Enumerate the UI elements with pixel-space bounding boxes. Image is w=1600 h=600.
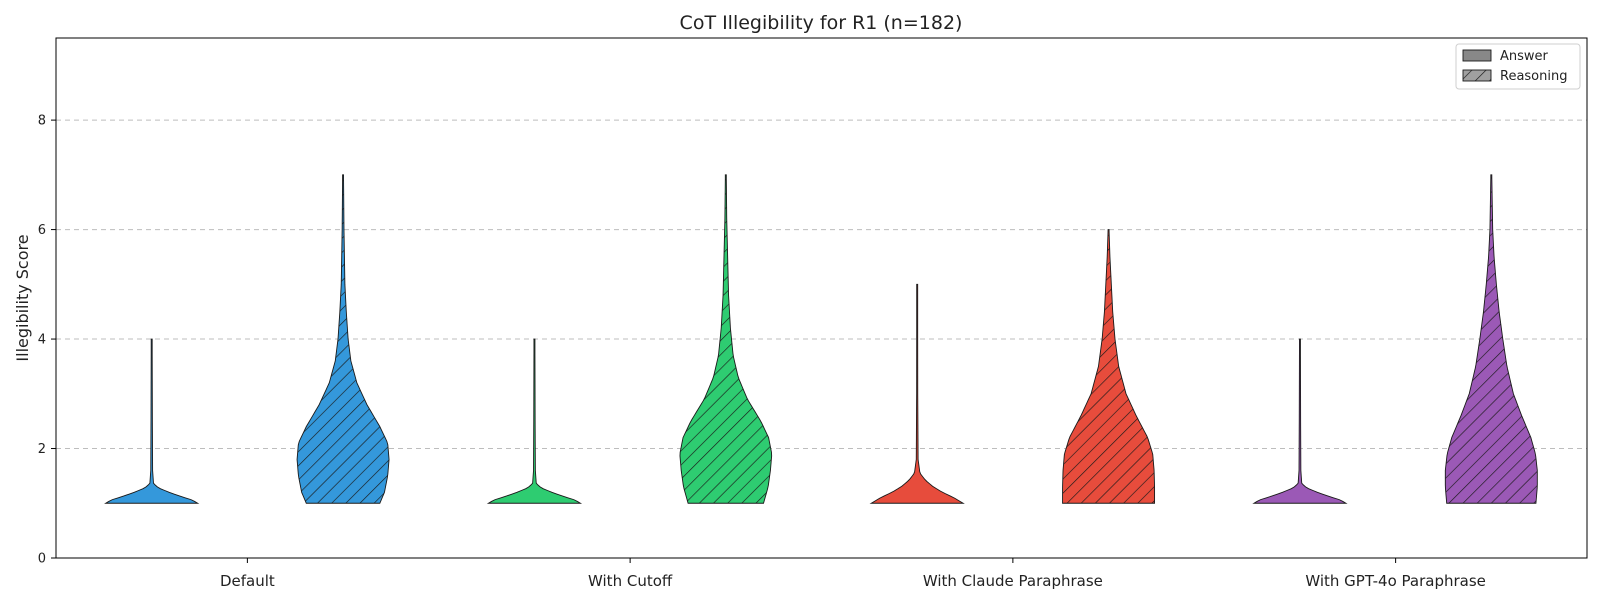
- y-axis-ticks: 0 2 4 6 8: [38, 114, 56, 567]
- y-tick-label-6: 6: [38, 223, 46, 238]
- chart-title: CoT Illegibility for R1 (n=182): [680, 12, 963, 34]
- grid-lines: [56, 119, 1587, 450]
- x-category-label-default: Default: [220, 572, 275, 590]
- y-tick-label-4: 4: [38, 333, 46, 348]
- y-tick-label-2: 2: [38, 442, 46, 457]
- plot-frame: [55, 37, 1588, 559]
- y-tick-label-8: 8: [38, 114, 46, 129]
- violin-answer-with-cutoff: [486, 338, 583, 504]
- x-category-label-with-gpt-4o-paraphrase: With GPT-4o Paraphrase: [1305, 572, 1486, 590]
- legend-swatch-answer: [1462, 49, 1492, 62]
- x-category-label-with-claude-paraphrase: With Claude Paraphrase: [923, 572, 1103, 590]
- violin-reasoning-hatch-with-claude-paraphrase: [1062, 229, 1155, 504]
- y-axis-label: Illegibility Score: [13, 234, 32, 361]
- legend: Answer Reasoning: [1455, 43, 1581, 90]
- violins: [104, 174, 1538, 504]
- violin-reasoning-hatch-with-gpt-4o-paraphrase: [1445, 174, 1538, 504]
- violin-answer-with-claude-paraphrase: [869, 283, 965, 504]
- x-category-label-with-cutoff: With Cutoff: [588, 572, 673, 590]
- violin-answer-with-gpt-4o-paraphrase: [1252, 338, 1348, 504]
- legend-label-reasoning: Reasoning: [1500, 69, 1567, 84]
- violin-reasoning-hatch-with-cutoff: [679, 174, 772, 504]
- legend-label-answer: Answer: [1500, 49, 1549, 64]
- violin-reasoning-hatch-default: [297, 174, 390, 504]
- x-axis-category-labels: Default With Cutoff With Claude Paraphrase…: [220, 558, 1486, 590]
- legend-swatch-reasoning: [1462, 69, 1492, 82]
- y-tick-label-0: 0: [38, 552, 46, 567]
- violin-answer-default: [104, 338, 200, 504]
